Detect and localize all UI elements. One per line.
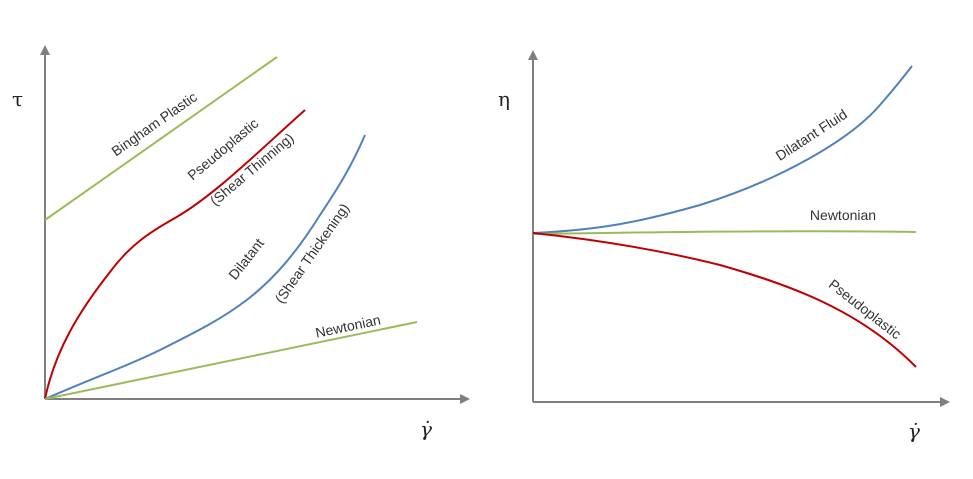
newtonian-curve bbox=[44, 321, 418, 400]
pseudoplastic-curve bbox=[532, 232, 917, 368]
left-panel: τ γ̇ Bingham Plastic Pseudoplastic (Shea… bbox=[12, 45, 470, 441]
curve-label: Dilatant Fluid bbox=[773, 106, 850, 164]
dilatant-curve bbox=[44, 134, 366, 400]
curve-label: Newtonian bbox=[810, 207, 876, 223]
dilatant-fluid-curve bbox=[532, 65, 913, 234]
y-axis-label: η bbox=[498, 87, 510, 111]
curve-label: Bingham Plastic bbox=[108, 89, 199, 160]
x-axis-label: γ̇ bbox=[908, 419, 920, 443]
x-axis-label: γ̇ bbox=[420, 417, 432, 441]
right-panel: η γ̇ Dilatant Fluid Newtonian Pseudoplas… bbox=[498, 50, 950, 443]
curve-label: Dilatant bbox=[225, 235, 267, 282]
curve-sublabel: (Shear Thickening) bbox=[272, 200, 353, 306]
y-axis-label: τ bbox=[12, 87, 23, 111]
pseudoplastic-curve bbox=[44, 109, 306, 400]
bingham-curve bbox=[44, 56, 278, 221]
newtonian-curve bbox=[532, 230, 917, 235]
